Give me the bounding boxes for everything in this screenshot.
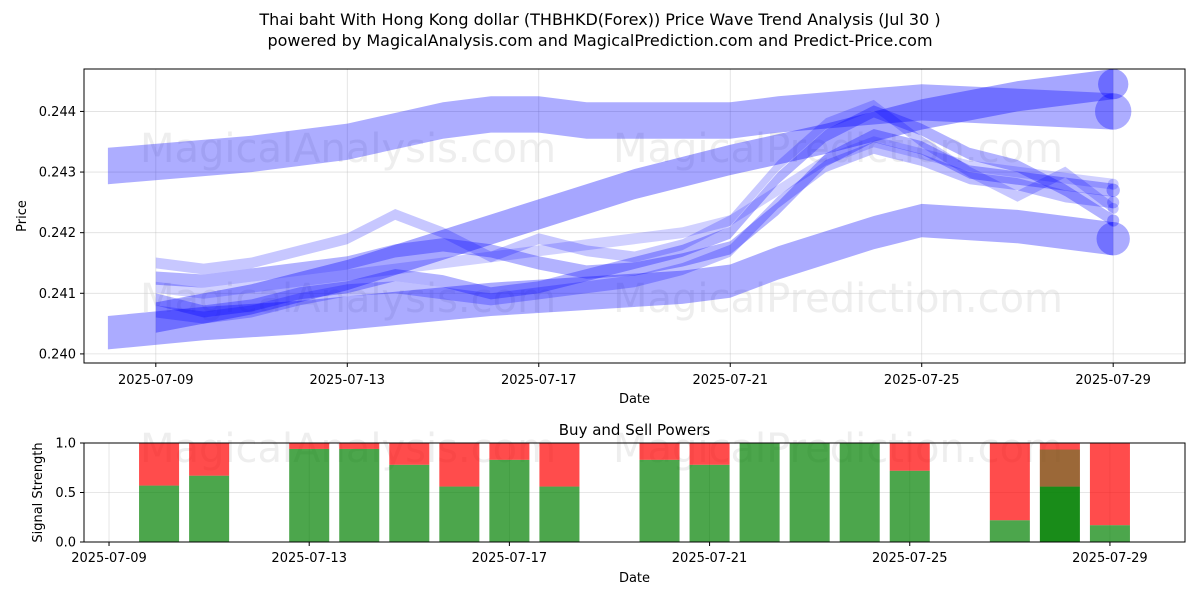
sell-bar: [489, 443, 530, 460]
price-plot-area: [84, 69, 1185, 363]
watermark-text: MagicalPrediction.com: [613, 426, 1063, 472]
signal-x-tick-label: 2025-07-13: [271, 551, 347, 566]
sell-bar: [139, 443, 180, 486]
buy-bar: [639, 459, 680, 542]
signal-x-tick-label: 2025-07-25: [872, 551, 948, 566]
signal-panel-title: Buy and Sell Powers: [559, 421, 711, 439]
wave-band: [155, 129, 1114, 288]
sell-bar: [1089, 443, 1130, 526]
watermark-text: MagicalAnalysis.com: [140, 276, 556, 322]
watermark-text: MagicalAnalysis.com: [140, 126, 556, 172]
buy-bar: [739, 443, 780, 542]
signal-x-axis-label: Date: [619, 571, 650, 586]
signal-x-tick-label: 2025-07-09: [71, 551, 147, 566]
sell-bar: [639, 443, 680, 460]
signal-x-tick-label: 2025-07-17: [472, 551, 548, 566]
sell-bar: [289, 443, 330, 449]
wave-band: [107, 203, 1114, 350]
buy-bar: [789, 443, 830, 542]
wave-end-cap: [1106, 183, 1120, 197]
price-x-tick-label: 2025-07-29: [1075, 373, 1151, 388]
buy-bar: [289, 448, 330, 542]
price-y-tick-label: 0.240: [39, 347, 76, 362]
watermark-text: MagicalPrediction.com: [613, 276, 1063, 322]
sell-bar: [389, 443, 430, 465]
sell-bar: [689, 443, 730, 465]
wave-end-cap: [1107, 202, 1119, 214]
sell-bar: [189, 443, 230, 476]
wave-band: [155, 136, 1114, 299]
buy-bar: [139, 485, 180, 542]
buy-bar: [439, 486, 480, 542]
buy-bar: [539, 486, 580, 542]
buy-overlay-bar: [1039, 449, 1080, 487]
price-y-tick-label: 0.243: [39, 166, 76, 181]
price-x-tick-label: 2025-07-21: [692, 373, 768, 388]
price-y-tick-label: 0.242: [39, 226, 76, 241]
wave-end-cap: [1098, 69, 1129, 100]
wave-end-cap: [1095, 93, 1132, 130]
wave-band: [107, 84, 1114, 185]
chart-title: Thai baht With Hong Kong dollar (THBHKD(…: [259, 10, 941, 29]
price-waves: [107, 69, 1132, 350]
sell-bar: [989, 443, 1030, 521]
chart-subtitle: powered by MagicalAnalysis.com and Magic…: [267, 31, 933, 50]
buy-bar: [689, 464, 730, 542]
buy-bar: [1039, 486, 1080, 542]
sell-bar: [439, 443, 480, 487]
sell-bar: [339, 443, 380, 449]
wave-end-cap: [1107, 214, 1120, 227]
price-x-tick-label: 2025-07-25: [884, 373, 960, 388]
buy-bar: [839, 443, 880, 542]
buy-bar: [389, 464, 430, 542]
signal-y-tick-label: 1.0: [55, 437, 76, 452]
sell-bar: [539, 443, 580, 487]
buy-bar: [189, 475, 230, 542]
wave-end-cap: [1107, 178, 1119, 190]
price-x-tick-label: 2025-07-09: [118, 373, 194, 388]
signal-x-tick-label: 2025-07-21: [672, 551, 748, 566]
wave-band: [155, 69, 1114, 333]
buy-bar: [1089, 525, 1130, 542]
buy-bar: [489, 459, 530, 542]
sell-bar: [889, 443, 930, 471]
wave-end-cap: [1096, 222, 1130, 256]
watermark-text: MagicalPrediction.com: [613, 126, 1063, 172]
price-y-axis-label: Price: [15, 200, 30, 232]
price-y-tick-label: 0.244: [39, 105, 76, 120]
price-x-tick-label: 2025-07-13: [310, 373, 386, 388]
signal-y-axis-label: Signal Strength: [31, 442, 46, 542]
sell-bar: [1039, 443, 1080, 487]
buy-bar: [989, 520, 1030, 542]
buy-bar: [339, 448, 380, 542]
signal-y-tick-label: 0.5: [55, 486, 76, 501]
signal-x-tick-label: 2025-07-29: [1072, 551, 1148, 566]
buy-bar: [889, 470, 930, 542]
wave-band: [155, 141, 1114, 324]
price-frame: [83, 68, 1186, 364]
price-x-tick-label: 2025-07-17: [501, 373, 577, 388]
price-y-tick-label: 0.241: [39, 287, 76, 302]
wave-end-cap: [1107, 196, 1120, 209]
price-x-axis-label: Date: [619, 392, 650, 407]
signal-y-tick-label: 0.0: [55, 536, 76, 551]
